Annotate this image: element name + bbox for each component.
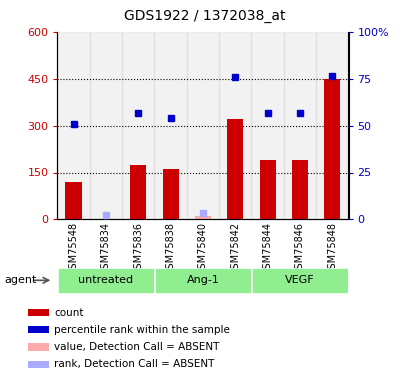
Text: VEGF: VEGF xyxy=(285,275,314,285)
Bar xyxy=(65,182,81,219)
Bar xyxy=(154,32,187,219)
Bar xyxy=(324,79,339,219)
Text: rank, Detection Call = ABSENT: rank, Detection Call = ABSENT xyxy=(54,359,214,369)
Text: percentile rank within the sample: percentile rank within the sample xyxy=(54,325,230,335)
Bar xyxy=(194,216,211,219)
Text: value, Detection Call = ABSENT: value, Detection Call = ABSENT xyxy=(54,342,219,352)
Text: agent: agent xyxy=(4,275,36,285)
Bar xyxy=(28,344,49,351)
Bar xyxy=(291,160,307,219)
Text: GDS1922 / 1372038_at: GDS1922 / 1372038_at xyxy=(124,9,285,23)
Bar xyxy=(251,32,283,219)
Bar xyxy=(283,32,315,219)
Bar xyxy=(130,165,146,219)
Bar xyxy=(187,32,218,219)
Bar xyxy=(259,160,275,219)
Bar xyxy=(252,268,347,293)
Bar xyxy=(28,326,49,333)
Bar xyxy=(122,32,154,219)
Bar xyxy=(315,32,348,219)
Bar xyxy=(162,170,178,219)
Bar xyxy=(28,361,49,368)
Text: count: count xyxy=(54,308,84,318)
Bar xyxy=(28,309,49,316)
Text: untreated: untreated xyxy=(78,275,133,285)
Text: Ang-1: Ang-1 xyxy=(186,275,219,285)
Bar xyxy=(90,32,122,219)
Bar xyxy=(218,32,251,219)
Bar xyxy=(57,32,90,219)
Bar xyxy=(58,268,153,293)
Bar xyxy=(155,268,250,293)
Bar xyxy=(227,119,243,219)
